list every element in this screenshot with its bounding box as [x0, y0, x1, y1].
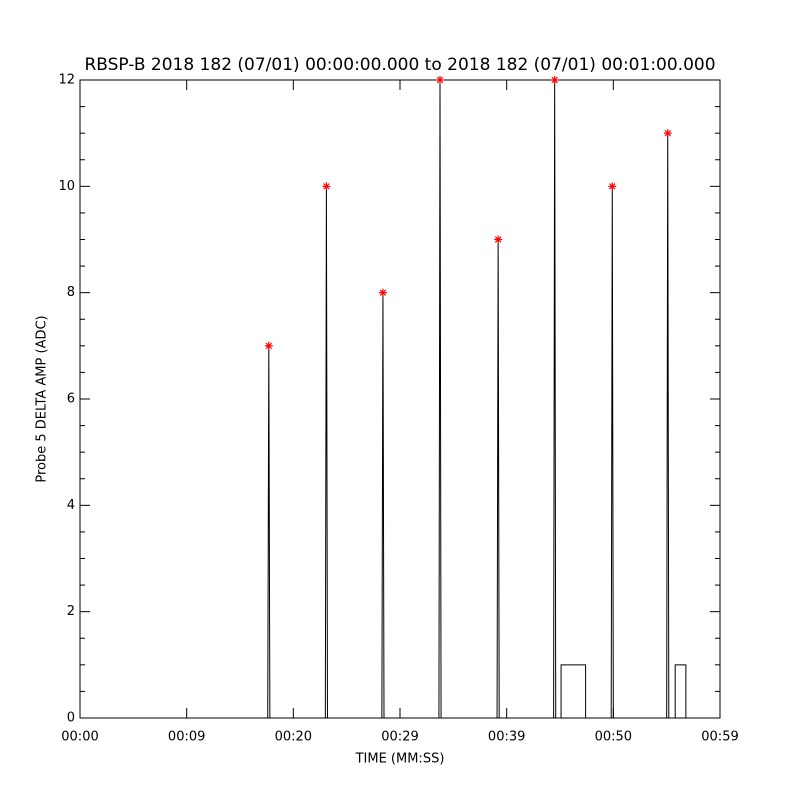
y-tick-label: 8 — [67, 285, 75, 300]
x-tick-label: 00:39 — [488, 730, 525, 745]
peak-marker — [550, 76, 559, 84]
x-tick-label: 00:59 — [701, 730, 738, 745]
y-tick-label: 10 — [58, 179, 75, 194]
peak-marker — [264, 341, 273, 350]
y-tick-label: 0 — [67, 711, 75, 726]
marker-stroke — [551, 76, 558, 84]
y-tick-label: 4 — [67, 498, 75, 513]
peak-marker — [608, 182, 617, 191]
peak-marker — [378, 288, 387, 297]
x-tick-label: 00:20 — [275, 730, 312, 745]
marker-stroke — [379, 289, 387, 296]
y-axis-label: Probe 5 DELTA AMP (ADC) — [35, 315, 50, 482]
peak-marker — [436, 76, 444, 84]
data-line — [80, 79, 720, 719]
x-tick-label: 00:09 — [168, 730, 205, 745]
x-axis-label: TIME (MM:SS) — [355, 752, 445, 767]
chart-title: RBSP-B 2018 182 (07/01) 00:00:00.000 to … — [84, 55, 715, 75]
marker-stroke — [265, 342, 273, 350]
peak-marker — [322, 182, 331, 191]
plot-frame — [79, 79, 721, 719]
peak-marker — [494, 235, 503, 244]
marker-stroke — [436, 76, 444, 84]
x-tick-label: 00:00 — [61, 730, 98, 745]
marker-stroke — [494, 236, 502, 243]
marker-stroke — [664, 129, 671, 137]
y-tick-label: 2 — [67, 604, 75, 619]
y-tick-label: 12 — [58, 73, 75, 88]
peak-marker — [663, 129, 672, 138]
marker-stroke — [609, 183, 616, 190]
y-tick-label: 6 — [67, 392, 75, 407]
x-tick-label: 00:29 — [381, 730, 418, 745]
marker-stroke — [323, 183, 330, 190]
x-tick-label: 00:50 — [595, 730, 632, 745]
